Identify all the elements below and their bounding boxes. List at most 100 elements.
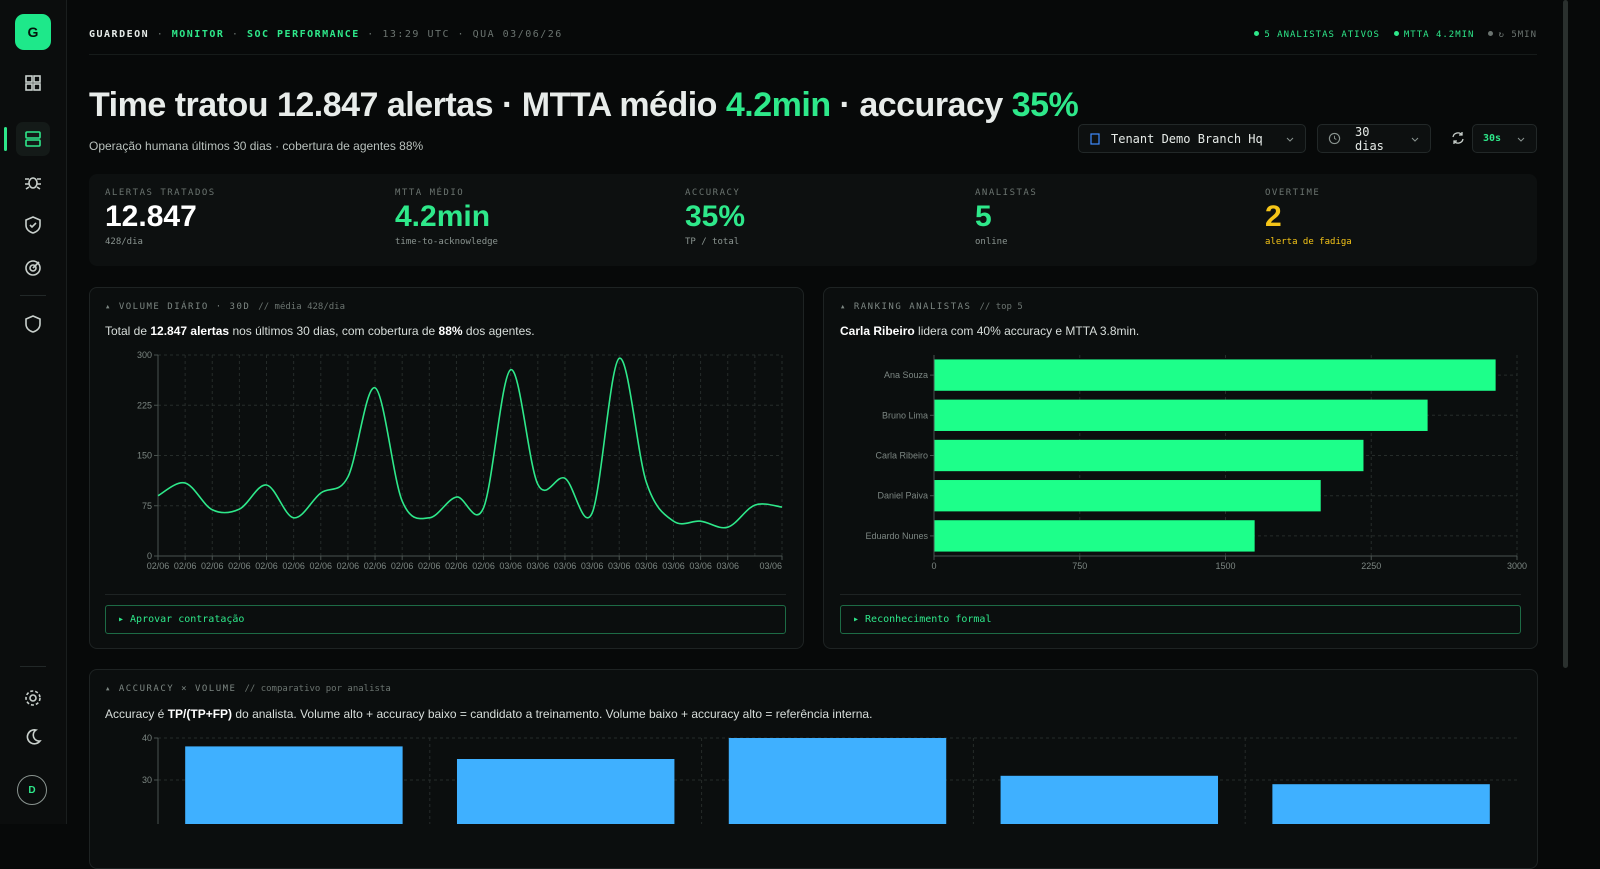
status: MTTA 4.2MIN <box>1394 30 1475 40</box>
kpi: ACCURACY 35% TP / total <box>685 188 745 247</box>
bar <box>1272 784 1490 824</box>
page: G D GUARDEON · MONITOR · SOC PERFORMANCE… <box>0 0 1600 824</box>
panel-note: // top 5 <box>979 302 1023 312</box>
bar <box>934 480 1321 512</box>
text: nos últimos 30 dias, com cobertura de <box>229 324 439 338</box>
logo[interactable]: G <box>15 14 51 50</box>
y-tick-label: 225 <box>137 400 152 410</box>
period-select[interactable]: 30 dias <box>1317 124 1431 153</box>
x-tick-label: 2250 <box>1361 561 1381 571</box>
panel-title-text: RANKING ANALISTAS <box>853 302 972 312</box>
period-label: 30 dias <box>1355 124 1384 153</box>
bar <box>934 520 1255 552</box>
bar <box>456 759 675 824</box>
brand: GUARDEON <box>89 29 150 40</box>
title-text: Time tratou 12.847 alertas · MTTA médio <box>89 86 726 124</box>
text: do analista. Volume alto + accuracy baix… <box>232 707 873 721</box>
ranking-chart: 0 750 1500 2250 3000 Ana Souza Bruno Lima Carla… <box>865 355 1527 571</box>
nav-monitor[interactable] <box>21 127 45 151</box>
x-tick-label: 02/06 <box>337 561 360 571</box>
x-tick-label: 03/06 <box>635 561 658 571</box>
panel-summary: Total de 12.847 alertas nos últimos 30 d… <box>105 324 535 338</box>
panel-note: // média 428/dia <box>258 302 345 312</box>
chevron <box>1286 137 1294 142</box>
x-tick-label: 03/06 <box>689 561 712 571</box>
panel-title: ▴ VOLUME DIÁRIO · 30D// média 428/dia <box>105 302 345 312</box>
chevron <box>1411 137 1419 142</box>
theme-toggle[interactable] <box>21 725 45 749</box>
x-tick-label: 02/06 <box>201 561 224 571</box>
kpi: OVERTIME 2 alerta de fadiga <box>1265 188 1352 247</box>
x-tick-label: 02/06 <box>228 561 251 571</box>
x-tick-label: 02/06 <box>282 561 305 571</box>
nav-dashboard[interactable] <box>21 71 45 95</box>
y-tick-label: 150 <box>137 451 152 461</box>
user-avatar[interactable]: D <box>17 775 47 805</box>
crumb[interactable]: SOC PERFORMANCE <box>246 29 360 40</box>
subtitle: Operação humana últimos 30 dias · cobert… <box>89 139 424 153</box>
x-tick-label: 1500 <box>1215 561 1235 571</box>
x-tick-label: 03/06 <box>759 561 782 571</box>
panel-title-text: ACCURACY × VOLUME <box>118 684 237 694</box>
x-tick-label: 0 <box>931 561 936 571</box>
x-tick-label: 3000 <box>1507 561 1527 571</box>
x-tick-label: 02/06 <box>310 561 333 571</box>
nav-security[interactable] <box>21 312 45 336</box>
chevron <box>1517 137 1525 142</box>
kpi-value: 35% <box>685 200 746 233</box>
panel-title-text: VOLUME DIÁRIO · 30D <box>118 302 251 312</box>
accuracy-chart: 30 40 <box>142 733 1517 824</box>
text-highlight: 88% <box>438 324 463 338</box>
line-series <box>157 357 783 529</box>
nav-bugs[interactable] <box>21 170 45 194</box>
kpi-sub: alerta de fadiga <box>1265 237 1352 247</box>
tenant-select[interactable]: Tenant Demo Branch Hq <box>1078 124 1306 153</box>
x-tick-label: 03/06 <box>527 561 550 571</box>
kpi-value: 5 <box>975 200 992 233</box>
x-tick-label: 02/06 <box>364 561 387 571</box>
nav-shield[interactable] <box>21 213 45 237</box>
kpi-value: 12.847 <box>105 200 197 233</box>
bar <box>728 738 947 824</box>
divider <box>105 594 786 595</box>
panel-note: // comparativo por analista <box>244 684 391 694</box>
y-tick-label: Ana Souza <box>884 370 928 380</box>
kpi-strip <box>89 174 1537 266</box>
sidebar: G D <box>0 0 67 824</box>
y-tick-label: 0 <box>147 551 152 561</box>
x-tick-label: 02/06 <box>418 561 441 571</box>
scrollbar[interactable] <box>1563 0 1568 668</box>
kpi-sub: online <box>975 237 1008 247</box>
y-tick-label: Bruno Lima <box>882 410 928 420</box>
kpi-label: OVERTIME <box>1265 188 1321 198</box>
action-button[interactable]: ▸ Reconhecimento formal <box>840 605 1521 634</box>
kpi-value: 2 <box>1265 200 1282 233</box>
panel-summary: Carla Ribeiro lidera com 40% accuracy e … <box>840 324 1139 338</box>
kpi-label: MTTA MÉDIO <box>395 188 465 198</box>
status: ↻ 5MIN <box>1488 30 1537 40</box>
kpi-label: ALERTAS TRATADOS <box>105 188 216 198</box>
nav-radar[interactable] <box>21 256 45 280</box>
x-tick-label: 03/06 <box>716 561 739 571</box>
bar <box>185 746 403 824</box>
bar <box>934 399 1428 431</box>
nav-settings[interactable] <box>21 686 45 710</box>
refresh-interval[interactable]: 30s <box>1472 124 1537 153</box>
panel-title: ▴ RANKING ANALISTAS// top 5 <box>840 302 1023 312</box>
clock: 13:29 UTC <box>382 29 451 40</box>
text-strong: TP/(TP+FP) <box>167 707 233 721</box>
status: 5 ANALISTAS ATIVOS <box>1254 30 1380 40</box>
date: QUA 03/06/26 <box>472 29 563 40</box>
refresh-button[interactable] <box>1451 131 1465 145</box>
kpi-label: ACCURACY <box>685 188 741 198</box>
kpi-label: ANALISTAS <box>975 188 1038 198</box>
action-button[interactable]: ▸ Aprovar contratação <box>105 605 786 634</box>
refresh-label: 30s <box>1483 133 1502 144</box>
bar <box>934 439 1364 472</box>
icon <box>1090 132 1100 145</box>
y-tick-label: 75 <box>142 501 152 511</box>
page-title: Time tratou 12.847 alertas · MTTA médio … <box>89 86 1079 125</box>
crumb[interactable]: MONITOR <box>171 29 225 40</box>
status-bar: 5 ANALISTAS ATIVOS MTTA 4.2MIN ↻ 5MIN <box>1254 30 1537 40</box>
kpi-sub: time-to-acknowledge <box>395 237 498 247</box>
